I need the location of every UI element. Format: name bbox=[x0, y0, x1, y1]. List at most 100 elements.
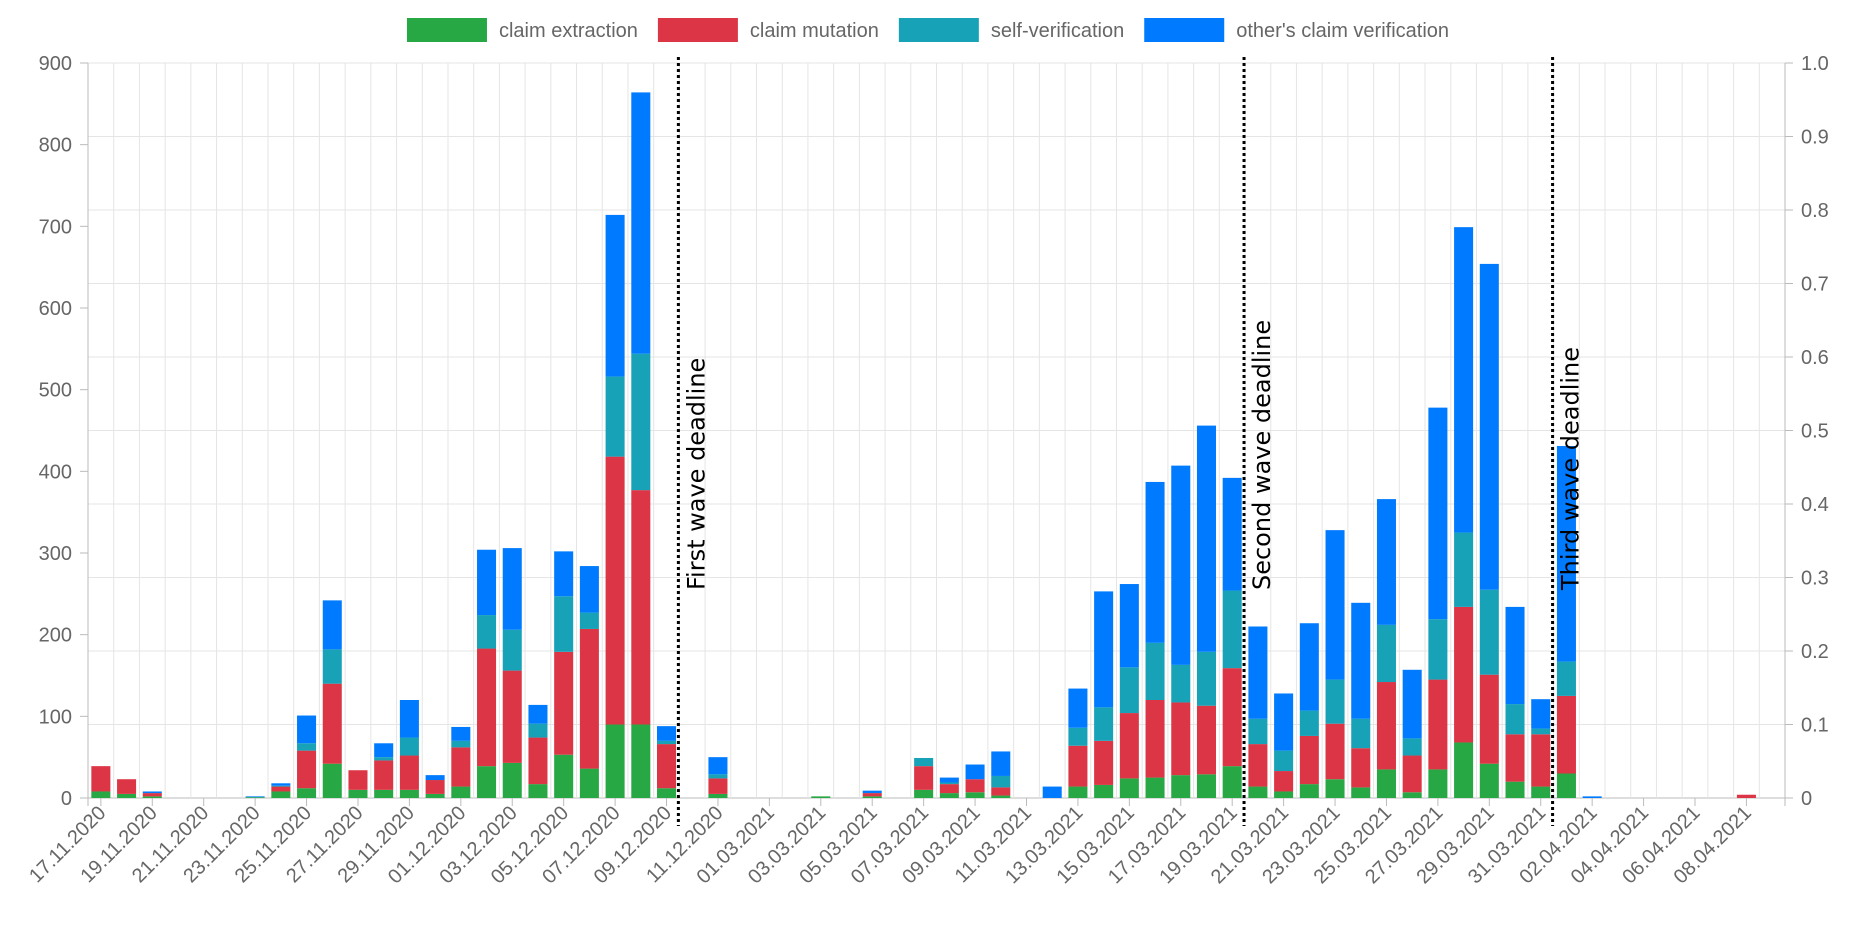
bar-segment bbox=[1428, 679, 1448, 770]
bar-segment bbox=[965, 792, 985, 798]
legend-swatch bbox=[406, 18, 487, 42]
bar-segment bbox=[657, 744, 677, 789]
bar-segment bbox=[605, 214, 625, 377]
bar-segment bbox=[1556, 446, 1576, 662]
bar-segment bbox=[631, 724, 651, 798]
bar-segment bbox=[1531, 786, 1551, 798]
bar-segment bbox=[965, 779, 985, 793]
bar-segment bbox=[374, 743, 394, 758]
bar-segment bbox=[1479, 674, 1499, 764]
y2-tick-label: 0.7 bbox=[1801, 274, 1829, 296]
y-tick-label: 700 bbox=[39, 216, 72, 238]
bar-segment bbox=[1171, 664, 1191, 703]
bars bbox=[91, 92, 1756, 798]
bar-segment bbox=[1299, 784, 1319, 798]
bar-segment bbox=[297, 750, 317, 789]
bar-segment bbox=[1454, 227, 1474, 533]
bar-segment bbox=[1505, 734, 1525, 782]
bar-segment bbox=[1454, 742, 1474, 798]
bar-segment bbox=[451, 726, 471, 741]
bar-segment bbox=[1248, 786, 1268, 798]
bar-segment bbox=[1119, 778, 1139, 798]
bar-segment bbox=[1531, 728, 1551, 735]
bar-segment bbox=[477, 615, 497, 649]
bar-segment bbox=[245, 797, 265, 798]
bar-segment bbox=[1119, 667, 1139, 714]
bar-segment bbox=[1222, 668, 1242, 767]
bar-segment bbox=[605, 376, 625, 457]
deadline-label: First wave deadline bbox=[682, 358, 710, 590]
bar-segment bbox=[1402, 669, 1422, 739]
bar-segment bbox=[117, 779, 137, 794]
bar-segment bbox=[322, 763, 342, 798]
bar-segment bbox=[1402, 755, 1422, 793]
bar-segment bbox=[1736, 794, 1756, 798]
bar-segment bbox=[939, 793, 959, 798]
bar-segment bbox=[374, 757, 394, 761]
bar-segment bbox=[1171, 702, 1191, 776]
bar-segment bbox=[1556, 661, 1576, 696]
y2-tick-label: 0.1 bbox=[1801, 715, 1829, 737]
bar-segment bbox=[1248, 744, 1268, 787]
bar-segment bbox=[399, 700, 419, 738]
bar-segment bbox=[374, 760, 394, 790]
bar-segment bbox=[1222, 477, 1242, 591]
bar-segment bbox=[554, 651, 574, 755]
bar-segment bbox=[297, 715, 317, 744]
bar-segment bbox=[657, 740, 677, 745]
bar-segment bbox=[1094, 707, 1114, 741]
legend-swatch bbox=[898, 18, 979, 42]
bar-segment bbox=[425, 793, 445, 798]
bar-segment bbox=[708, 774, 728, 779]
bar-segment bbox=[579, 768, 599, 798]
bar-segment bbox=[1402, 792, 1422, 798]
bar-segment bbox=[1325, 530, 1345, 680]
bar-segment bbox=[297, 743, 317, 751]
bar-segment bbox=[1325, 779, 1345, 798]
bar-segment bbox=[1505, 606, 1525, 705]
bar-segment bbox=[1454, 606, 1474, 743]
bar-segment bbox=[1428, 619, 1448, 680]
bar-segment bbox=[271, 783, 291, 786]
bar-segment bbox=[477, 648, 497, 767]
legend: claim extraction claim mutation self-verif… bbox=[406, 18, 1449, 42]
bar-segment bbox=[477, 549, 497, 616]
bar-segment bbox=[1299, 735, 1319, 785]
y-tick-label: 900 bbox=[39, 53, 72, 75]
bar-segment bbox=[528, 723, 548, 738]
bar-segment bbox=[1119, 713, 1139, 779]
bar-segment bbox=[1299, 710, 1319, 736]
bar-segment bbox=[991, 787, 1011, 796]
bar-segment bbox=[1068, 727, 1088, 746]
bar-segment bbox=[554, 551, 574, 597]
bar-segment bbox=[991, 795, 1011, 798]
bar-segment bbox=[708, 778, 728, 794]
bar-segment bbox=[914, 757, 934, 767]
y-tick-label: 800 bbox=[39, 135, 72, 157]
bar-segment bbox=[1376, 624, 1396, 683]
bar-segment bbox=[554, 754, 574, 798]
legend-swatch bbox=[1144, 18, 1225, 42]
bar-segment bbox=[1376, 499, 1396, 625]
bar-segment bbox=[1145, 642, 1165, 700]
bar-segment bbox=[1145, 700, 1165, 778]
bar-segment bbox=[1351, 787, 1371, 798]
bar-segment bbox=[502, 629, 522, 671]
bar-segment bbox=[1351, 602, 1371, 719]
bar-segment bbox=[451, 740, 471, 748]
bar-segment bbox=[554, 596, 574, 652]
bar-segment bbox=[477, 766, 497, 798]
bar-segment bbox=[425, 780, 445, 794]
bar-segment bbox=[1119, 584, 1139, 668]
bar-segment bbox=[1556, 695, 1576, 774]
bar-segment bbox=[117, 793, 137, 798]
bar-segment bbox=[348, 770, 368, 790]
bar-segment bbox=[991, 775, 1011, 788]
y-tick-label: 0 bbox=[61, 788, 72, 810]
bar-segment bbox=[1196, 651, 1216, 706]
bar-segment bbox=[528, 737, 548, 785]
bar-segment bbox=[399, 737, 419, 756]
bar-segment bbox=[502, 762, 522, 798]
bar-segment bbox=[1196, 425, 1216, 652]
